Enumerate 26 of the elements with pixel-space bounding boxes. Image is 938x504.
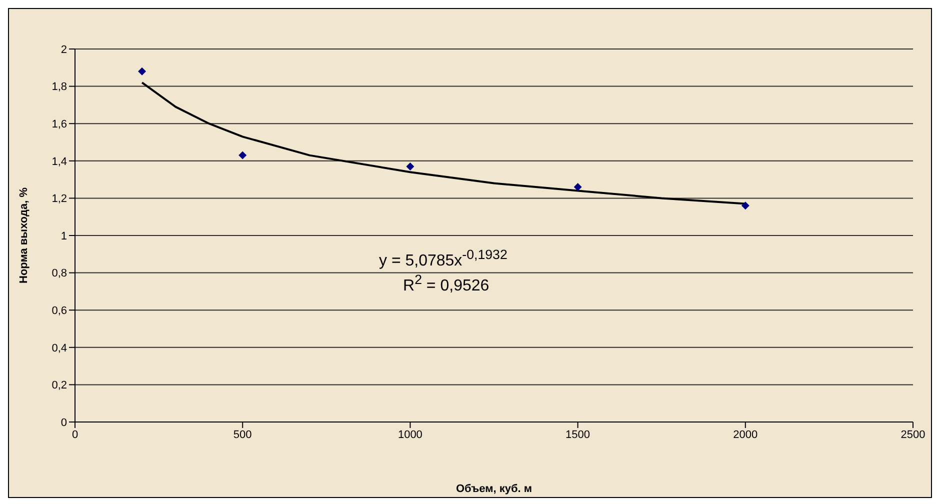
- y-tick-label: 1,2: [52, 193, 67, 206]
- point: [741, 202, 750, 210]
- y-axis-title: Норма выхода, %: [18, 187, 30, 284]
- x-tick-label: 0: [72, 428, 78, 441]
- y-tick-label: 0,4: [52, 342, 67, 354]
- y-tick-label: 1,4: [52, 156, 67, 168]
- point: [238, 151, 247, 160]
- y-tick-label: 2: [60, 44, 67, 56]
- x-tick-label: 1500: [566, 428, 590, 441]
- y-tick-label: 1: [60, 230, 67, 242]
- y-tick-label: 0,2: [52, 380, 67, 392]
- annotation: R$^{2}$ = 0,9526: [403, 272, 490, 296]
- x-tick-label: 500: [233, 428, 252, 441]
- x-tick-label: 1000: [398, 428, 422, 441]
- point: [138, 67, 146, 76]
- y-tick-label: 1,6: [52, 118, 67, 131]
- y-tick-label: 0: [60, 416, 67, 429]
- x-axis-title: Объем, куб. м: [456, 483, 532, 495]
- annotation: y = 5,0785x$^{-0,1932}$: [379, 247, 508, 270]
- x-tick-label: 2500: [900, 428, 926, 441]
- y-tick-label: 1,8: [52, 81, 67, 94]
- x-tick-label: 2000: [733, 428, 758, 441]
- y-tick-label: 0,8: [52, 268, 67, 280]
- point: [574, 183, 582, 192]
- y-tick-label: 0,6: [52, 305, 67, 318]
- point: [406, 162, 414, 170]
